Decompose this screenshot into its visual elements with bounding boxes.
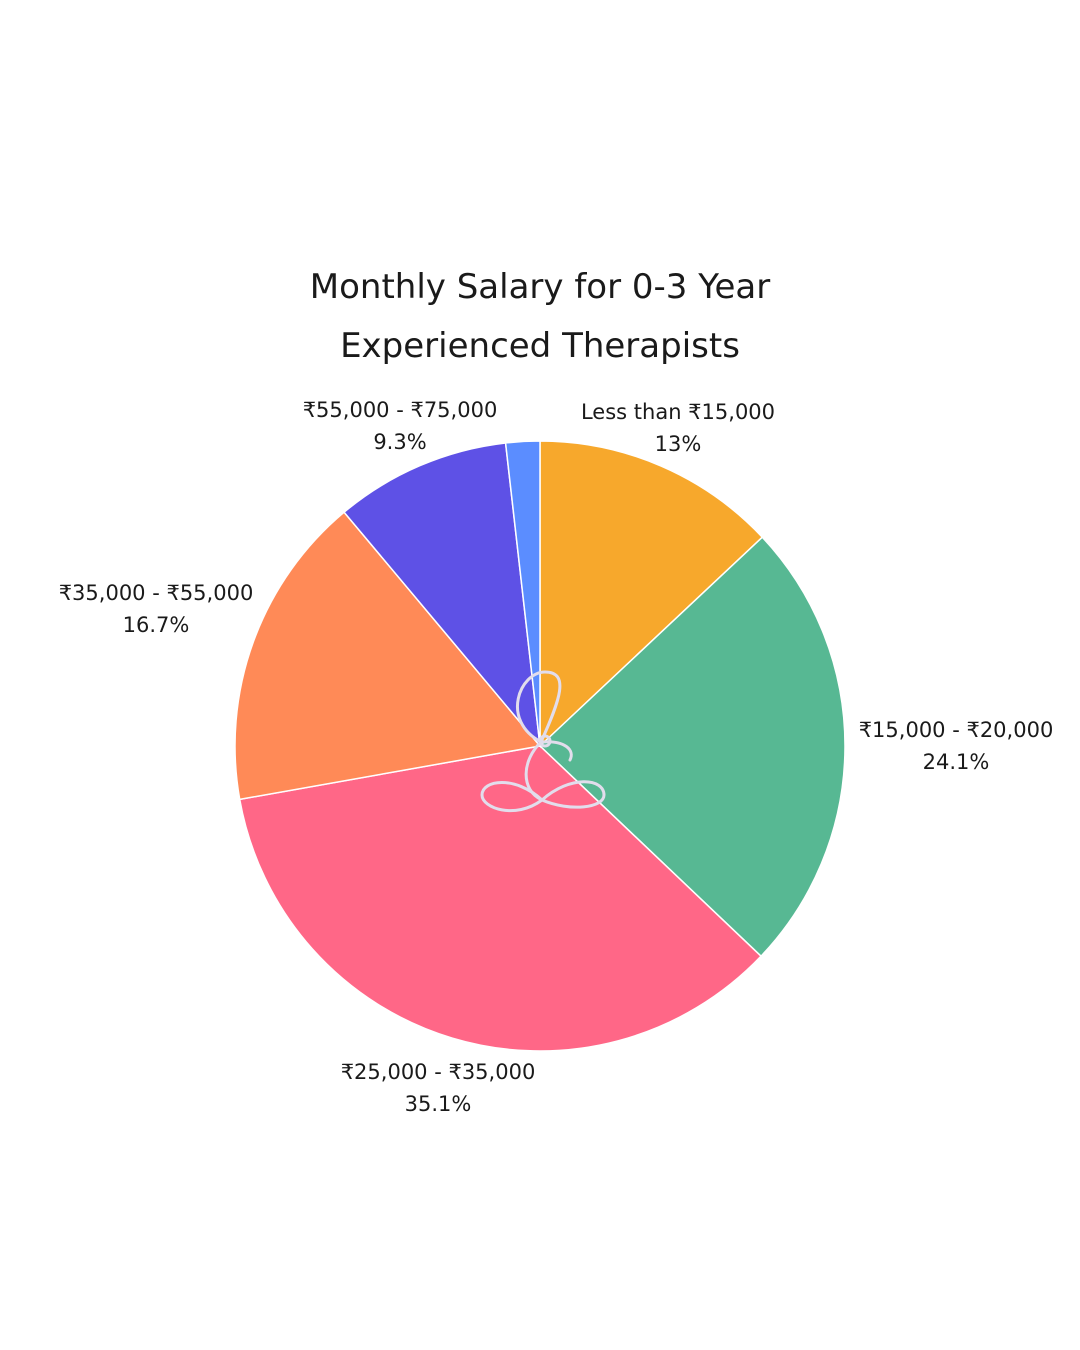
pie-slice-1	[538, 536, 846, 958]
pie-slice-0	[539, 440, 764, 748]
chart-title-line-2: Experienced Therapists	[340, 326, 740, 366]
slice-label-4-percent: 9.3%	[373, 430, 427, 454]
pie-slice-5	[504, 440, 541, 747]
pie-slice-2	[238, 745, 763, 1052]
slice-label-3-percent: 16.7%	[122, 613, 190, 637]
slice-label-2-percent: 35.1%	[404, 1092, 472, 1116]
slice-label-1-percent: 24.1%	[922, 750, 990, 774]
pie-slice-4	[343, 442, 542, 749]
slice-label-4-category: ₹55,000 - ₹75,000	[302, 398, 498, 422]
slice-label-0-category: Less than ₹15,000	[580, 400, 776, 424]
slice-label-1-category: ₹15,000 - ₹20,000	[858, 718, 1054, 742]
slice-label-2-category: ₹25,000 - ₹35,000	[340, 1060, 536, 1084]
slice-label-1: ₹15,000 - ₹20,000 24.1%	[859, 714, 1054, 778]
slice-label-0-percent: 13%	[654, 432, 702, 456]
logo-watermark	[480, 670, 606, 813]
pie-slices	[234, 440, 846, 1052]
chart-title: Monthly Salary for 0-3 Year Experienced …	[0, 258, 1080, 376]
slice-label-3-category: ₹35,000 - ₹55,000	[58, 581, 254, 605]
pie-slice-3	[234, 511, 542, 801]
slice-label-0: Less than ₹15,000 13%	[581, 396, 775, 460]
slice-label-3: ₹35,000 - ₹55,000 16.7%	[59, 577, 254, 641]
slice-label-2: ₹25,000 - ₹35,000 35.1%	[341, 1056, 536, 1120]
slice-label-4: ₹55,000 - ₹75,000 9.3%	[303, 394, 498, 458]
chart-title-line-1: Monthly Salary for 0-3 Year	[309, 267, 771, 307]
